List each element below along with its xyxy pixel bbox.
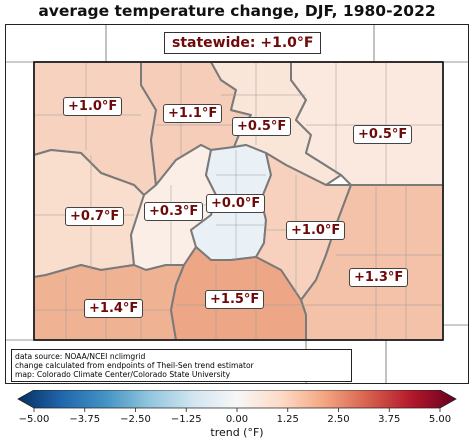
- region-label-southeast: +1.3°F: [349, 268, 409, 287]
- map-title: average temperature change, DJF, 1980-20…: [38, 2, 436, 20]
- source-line: data source: NOAA/NCEI nclimgrid: [15, 352, 146, 361]
- colorbar-tick-label: −2.50: [120, 414, 151, 425]
- colorbar-gradient: [17, 390, 457, 409]
- statewide-label: statewide: +1.0°F: [164, 32, 322, 54]
- region-label-east-central: +1.0°F: [286, 221, 346, 240]
- region-label-north-central: +1.1°F: [163, 104, 223, 123]
- region-label-south-central: +1.5°F: [205, 290, 265, 309]
- colorbar-tick-label: 1.25: [277, 414, 299, 425]
- region-label-central-mountains: +0.3°F: [144, 202, 204, 221]
- region-label-southwest: +1.4°F: [84, 299, 144, 318]
- colorbar-tick-label: −5.00: [19, 414, 50, 425]
- colorbar-label: trend (°F): [210, 426, 264, 439]
- region-label-northwest: +1.0°F: [63, 97, 123, 116]
- colorbar-tick-label: 2.50: [327, 414, 349, 425]
- region-label-northeast: +0.5°F: [353, 125, 413, 144]
- region-label-denver-metro: +0.0°F: [206, 194, 266, 213]
- colorbar-tick-label: 5.00: [429, 414, 451, 425]
- data-source-note: data source: NOAA/NCEI nclimgrid change …: [11, 349, 352, 382]
- colorbar-tick-label: −3.75: [69, 414, 100, 425]
- colorbar-tick-label: −1.25: [171, 414, 202, 425]
- state-outline: [33, 61, 444, 341]
- source-line: change calculated from endpoints of Thei…: [15, 361, 254, 370]
- colorbar: −5.00 −3.75 −2.50 −1.25 0.00 1.25 2.50 3.75 5.00: [17, 390, 457, 425]
- region-label-north-front-range: +0.5°F: [232, 117, 292, 136]
- region-label-west-central: +0.7°F: [65, 207, 125, 226]
- colorbar-ticks: −5.00 −3.75 −2.50 −1.25 0.00 1.25 2.50 3.75 5.00: [19, 408, 451, 425]
- colorbar-tick-label: 3.75: [378, 414, 400, 425]
- colorbar-tick-label: 0.00: [226, 414, 248, 425]
- source-line: map: Colorado Climate Center/Colorado St…: [15, 370, 231, 379]
